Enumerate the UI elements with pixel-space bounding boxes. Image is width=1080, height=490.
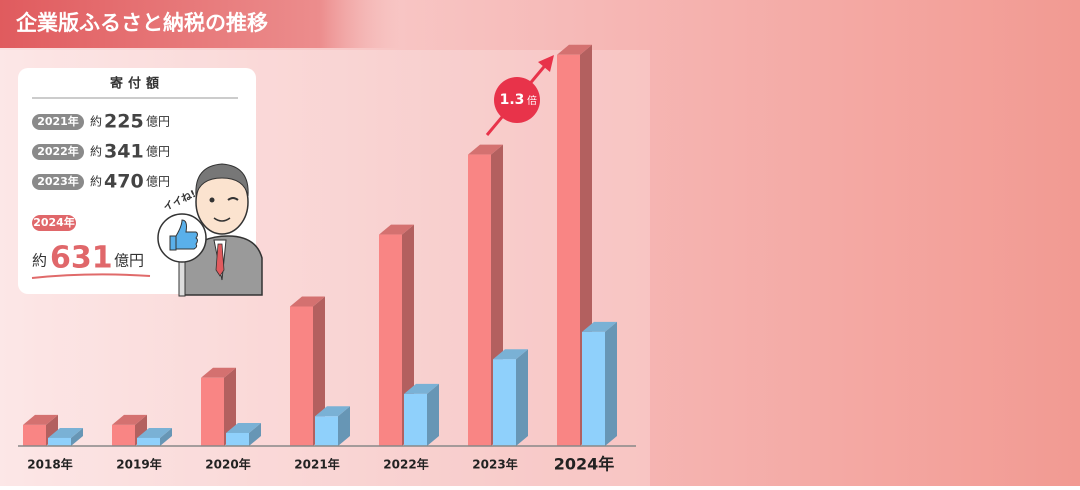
- x-tick-label: 2020年: [205, 457, 250, 472]
- x-tick-label: 2018年: [27, 457, 72, 472]
- year-pill: [32, 215, 76, 231]
- row-prefix: 約: [90, 114, 102, 129]
- bar: [112, 424, 135, 446]
- callout-unit: 倍: [527, 94, 537, 107]
- row-unit: 億円: [146, 145, 170, 159]
- bar: [290, 306, 313, 446]
- bar: [468, 154, 491, 446]
- bar-top: [48, 427, 83, 438]
- bar: [201, 377, 224, 446]
- bar-side: [338, 406, 350, 446]
- row-prefix: 約: [90, 144, 102, 159]
- bar-top: [290, 296, 325, 307]
- bar-side: [605, 321, 617, 446]
- highlight-prefix: 約: [32, 252, 47, 270]
- year-pill: [32, 144, 84, 160]
- character: イイね!: [157, 163, 263, 297]
- highlight-unit: 億円: [114, 252, 144, 270]
- row-year: 2021年: [37, 114, 79, 128]
- info-title: 寄付額: [110, 76, 164, 92]
- highlight-amount: 631: [50, 241, 113, 276]
- x-tick-label: 2021年: [294, 457, 339, 472]
- bar: [137, 437, 160, 446]
- x-tick-label: 2022年: [383, 457, 428, 472]
- bar: [582, 331, 605, 446]
- row-prefix: 約: [90, 174, 102, 189]
- bar-side: [224, 367, 236, 446]
- bar-top: [201, 367, 236, 378]
- year-pill: [32, 174, 84, 190]
- row-unit: 億円: [146, 115, 170, 129]
- bar-side: [71, 427, 83, 446]
- bar-top: [315, 406, 350, 417]
- bar: [48, 437, 71, 446]
- row-year: 2022年: [37, 144, 79, 158]
- callout-badge: [494, 77, 540, 123]
- year-pill: [32, 114, 84, 130]
- x-tick-label: 2024年: [554, 455, 615, 474]
- row-unit: 億円: [146, 175, 170, 189]
- chart-title: 企業版ふるさと納税の推移: [15, 11, 268, 35]
- bar-top: [112, 414, 147, 425]
- callout-value: 1.3: [500, 92, 525, 108]
- bar-side: [160, 427, 172, 446]
- title-band: [0, 0, 400, 48]
- bar-top: [379, 224, 414, 235]
- bar-top: [137, 427, 172, 438]
- info-box: 寄付額 イイね! 2021年約 225 億円2022年約 341 億円2023年約 470…: [18, 68, 263, 297]
- bar-top: [493, 349, 528, 360]
- bar: [379, 234, 402, 446]
- bar-top: [23, 414, 58, 425]
- bar-side: [313, 296, 325, 446]
- bar: [404, 393, 427, 446]
- row-amount: 470: [104, 171, 144, 193]
- bar: [315, 416, 338, 446]
- bar-top: [468, 144, 503, 155]
- highlight-year: 2024年: [33, 215, 75, 229]
- bar-side: [516, 349, 528, 446]
- bar: [557, 54, 580, 446]
- bar-top: [404, 383, 439, 394]
- bar-top: [582, 321, 617, 332]
- row-amount: 341: [104, 141, 144, 163]
- plot: [23, 44, 617, 446]
- row-amount: 225: [104, 111, 144, 133]
- bar-top: [557, 44, 592, 55]
- bar: [226, 432, 249, 446]
- bar: [23, 424, 46, 446]
- x-tick-label: 2023年: [472, 457, 517, 472]
- bar-side: [249, 422, 261, 446]
- x-tick-label: 2019年: [116, 457, 161, 472]
- bar-side: [427, 383, 439, 446]
- arrow-head: [538, 55, 554, 72]
- bar: [493, 359, 516, 446]
- row-year: 2023年: [37, 174, 79, 188]
- underline: [31, 273, 151, 279]
- bar-top: [226, 422, 261, 433]
